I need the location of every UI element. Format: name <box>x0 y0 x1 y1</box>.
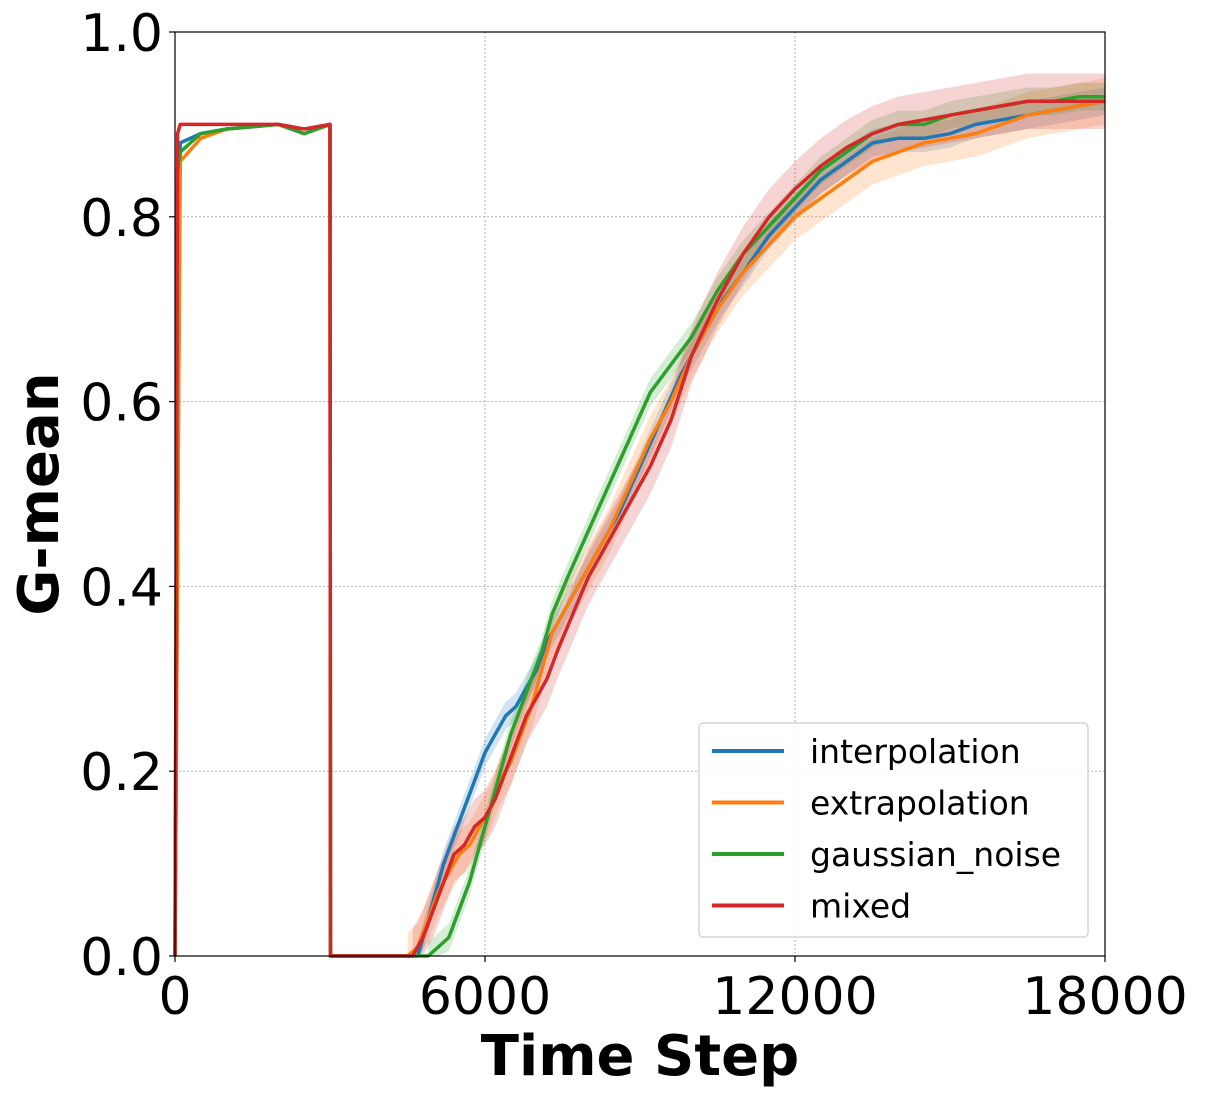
legend-label-extrapolation: extrapolation <box>810 784 1030 823</box>
y-tick-label: 0.0 <box>80 928 163 988</box>
x-tick-label: 12000 <box>712 967 877 1027</box>
legend-label-mixed: mixed <box>810 887 911 926</box>
y-tick-label: 0.4 <box>80 558 163 618</box>
plot-frame <box>174 31 1106 957</box>
x-tick-label: 0 <box>158 967 191 1027</box>
legend-box <box>698 722 1089 938</box>
y-tick-label: 0.8 <box>80 189 163 249</box>
x-axis-title: Time Step <box>481 1024 799 1089</box>
y-tick-label: 0.6 <box>80 374 163 434</box>
legend: interpolation extrapolation gaussian_noise… <box>698 722 1089 938</box>
legend-label-interpolation: interpolation <box>810 732 1021 771</box>
x-axis-ticks: 0 6000 12000 18000 <box>158 956 1188 1027</box>
y-axis-title: G-mean <box>7 372 72 615</box>
y-tick-label: 0.2 <box>80 743 163 803</box>
x-tick-label: 6000 <box>419 967 551 1027</box>
series-line-mixed <box>173 99 1105 958</box>
y-axis-ticks: 0.0 0.2 0.4 0.6 0.8 1.0 <box>80 4 175 988</box>
x-tick-label: 18000 <box>1022 967 1187 1027</box>
y-tick-label: 1.0 <box>80 4 163 64</box>
legend-label-gaussian-noise: gaussian_noise <box>810 835 1061 874</box>
